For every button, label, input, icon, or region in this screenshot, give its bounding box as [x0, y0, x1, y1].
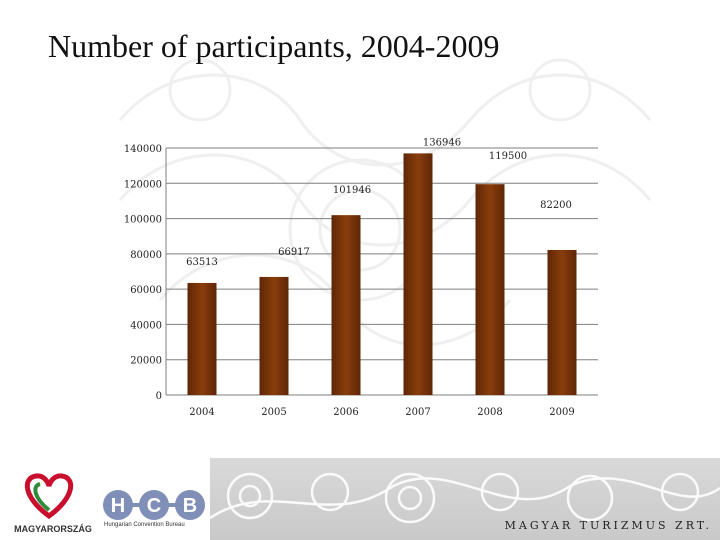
y-tick-label: 40000: [130, 320, 162, 331]
data-label: 101946: [333, 185, 371, 196]
bar-2009: [547, 249, 577, 395]
x-tick-label: 2008: [477, 407, 502, 418]
y-tick-label: 100000: [124, 215, 162, 226]
bar-2008: [475, 184, 505, 395]
x-tick-label: 2004: [189, 407, 214, 418]
y-tick-label: 0: [156, 391, 162, 402]
company-name: MAGYAR TURIZMUS ZRT.: [504, 519, 712, 532]
data-label: 66917: [278, 247, 310, 258]
y-tick-label: 140000: [124, 144, 162, 155]
hcb-subtitle: Hungarian Convention Bureau: [104, 522, 185, 528]
y-tick-label: 60000: [130, 285, 162, 296]
hcb-letter-h: H: [111, 495, 125, 517]
page-title: Number of participants, 2004-2009: [48, 28, 500, 64]
hcb-letter-c: C: [147, 495, 161, 517]
hcb-logo: H C B Hungarian Convention Bureau: [102, 488, 206, 534]
x-tick-label: 2005: [261, 407, 286, 418]
bar-chart: 0 20000 40000 60000 80000 100000 120000 140000 6…: [124, 137, 598, 418]
footer-ornament: [210, 472, 720, 524]
bar-2007: [403, 153, 433, 395]
heart-logo-icon: [24, 473, 74, 520]
bar-2004: [187, 282, 217, 395]
data-label: 63513: [186, 257, 218, 268]
logo-left-text: MAGYARORSZÁG: [14, 524, 92, 534]
bar-2005: [259, 276, 289, 395]
x-tick-label: 2009: [549, 407, 574, 418]
footer-band: MAGYAR TURIZMUS ZRT.: [210, 458, 720, 540]
magyarorszag-logo: MAGYARORSZÁG: [4, 468, 94, 534]
y-tick-label: 80000: [130, 250, 162, 261]
x-tick-label: 2007: [405, 407, 430, 418]
data-label: 82200: [540, 200, 572, 211]
x-tick-label: 2006: [333, 407, 358, 418]
hcb-circles-icon: H C B: [103, 490, 205, 520]
y-tick-label: 120000: [124, 179, 162, 190]
data-label: 136946: [423, 137, 461, 148]
y-tick-label: 20000: [130, 356, 162, 367]
hcb-letter-b: B: [183, 495, 197, 517]
bar-2006: [331, 215, 361, 395]
data-label: 119500: [489, 151, 527, 162]
